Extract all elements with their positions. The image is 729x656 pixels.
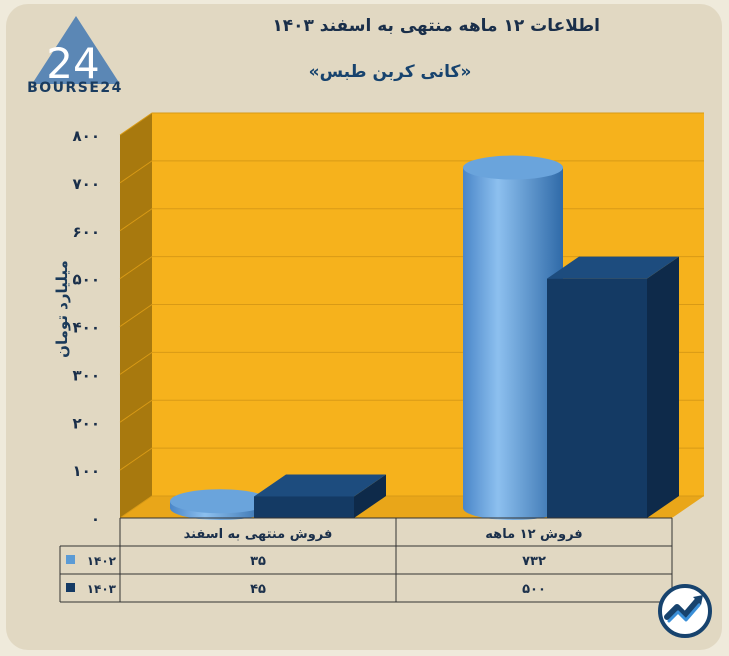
gridline bbox=[119, 112, 704, 136]
bars bbox=[170, 155, 679, 520]
data-table: فروش منتهی به اسفند فروش ۱۲ ماهه ۱۴۰۲ ۳۵ ۷۳۲… bbox=[59, 517, 673, 603]
bar-1403-top bbox=[547, 256, 679, 279]
bar-1403-0 bbox=[254, 474, 386, 518]
bourse24-logo: 24 bbox=[32, 16, 120, 88]
bar-1402-0 bbox=[170, 489, 270, 520]
trend-arrow-icon bbox=[658, 584, 712, 638]
y-tick-label: ۶۰۰ bbox=[73, 223, 100, 241]
legend-swatch bbox=[66, 583, 75, 592]
y-tick-label: ۱۰۰ bbox=[73, 462, 100, 480]
table-value: ۴۵ bbox=[250, 582, 266, 597]
bar-1403-side bbox=[354, 474, 386, 518]
chart-subtitle: «کانی کربن طبس» bbox=[308, 62, 472, 82]
table-value: ۵۰۰ bbox=[522, 582, 546, 597]
x-category-label: فروش منتهی به اسفند bbox=[184, 527, 333, 542]
y-tick-label: ۵۰۰ bbox=[73, 271, 100, 289]
y-tick-label: ۳۰۰ bbox=[73, 366, 100, 384]
chart-title: اطلاعات ۱۲ ماهه منتهی به اسفند ۱۴۰۳ bbox=[272, 16, 600, 36]
table-value: ۷۳۲ bbox=[522, 554, 546, 569]
table-value: ۳۵ bbox=[250, 554, 266, 569]
logo-mark: 24 bbox=[46, 39, 99, 88]
bar-1402-body bbox=[463, 167, 563, 520]
legend-series-name: ۱۴۰۳ bbox=[87, 582, 117, 596]
logo-triangle bbox=[32, 16, 120, 84]
legend-series-name: ۱۴۰۲ bbox=[87, 554, 117, 568]
bar-1403-front bbox=[254, 496, 354, 518]
bar-1402-1 bbox=[463, 155, 563, 520]
y-tick-label: ۴۰۰ bbox=[73, 319, 100, 337]
y-tick-label: ۸۰۰ bbox=[73, 127, 100, 145]
bar-1403-front bbox=[547, 278, 647, 518]
y-tick-label: ۷۰۰ bbox=[73, 175, 100, 193]
bar-1402-top bbox=[170, 489, 270, 514]
bar-1403-1 bbox=[547, 256, 679, 518]
bar-1403-side bbox=[647, 256, 679, 518]
y-tick-label: ۲۰۰ bbox=[73, 414, 100, 432]
y-tick-labels: ۰ ۱۰۰ ۲۰۰ ۳۰۰ ۴۰۰ ۵۰۰ ۶۰۰ ۷۰۰ ۸۰۰ bbox=[73, 127, 100, 528]
bar-1402-top bbox=[463, 155, 563, 180]
bar-1403-top bbox=[254, 474, 386, 497]
legend-swatch bbox=[66, 555, 75, 564]
y-tick-label: ۰ bbox=[91, 510, 100, 528]
logo-text: BOURSE24 bbox=[27, 80, 123, 96]
x-category-label: فروش ۱۲ ماهه bbox=[485, 527, 582, 542]
